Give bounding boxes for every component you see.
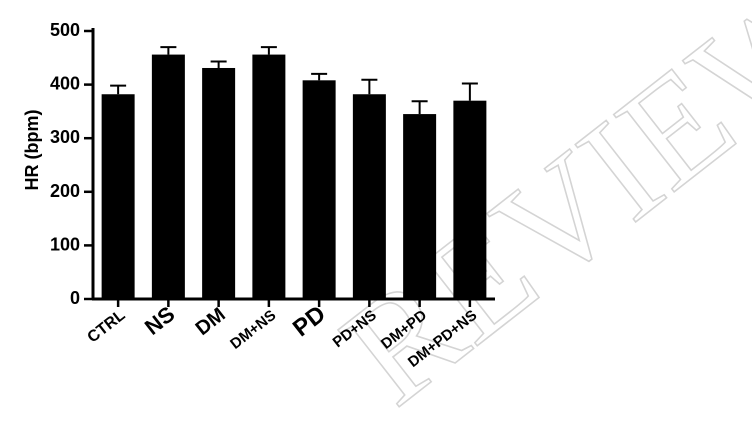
bar (151, 54, 185, 299)
bar (453, 100, 487, 300)
bar (352, 94, 386, 299)
bar (403, 114, 437, 299)
bar (252, 54, 286, 299)
y-tick-label: 0 (70, 288, 80, 308)
category-label: NS (140, 301, 179, 340)
y-tick-label: 100 (50, 234, 80, 254)
bar (202, 67, 236, 299)
y-axis-title: HR (bpm) (22, 110, 42, 191)
category-label: DM (192, 304, 230, 340)
y-tick-label: 300 (50, 127, 80, 147)
category-label: DM+NS (227, 307, 279, 353)
bar (101, 94, 135, 299)
y-tick-label: 400 (50, 74, 80, 94)
y-tick-label: 500 (50, 20, 80, 40)
bar (302, 80, 336, 299)
category-label: CTRL (85, 307, 129, 347)
y-tick-label: 200 (50, 181, 80, 201)
